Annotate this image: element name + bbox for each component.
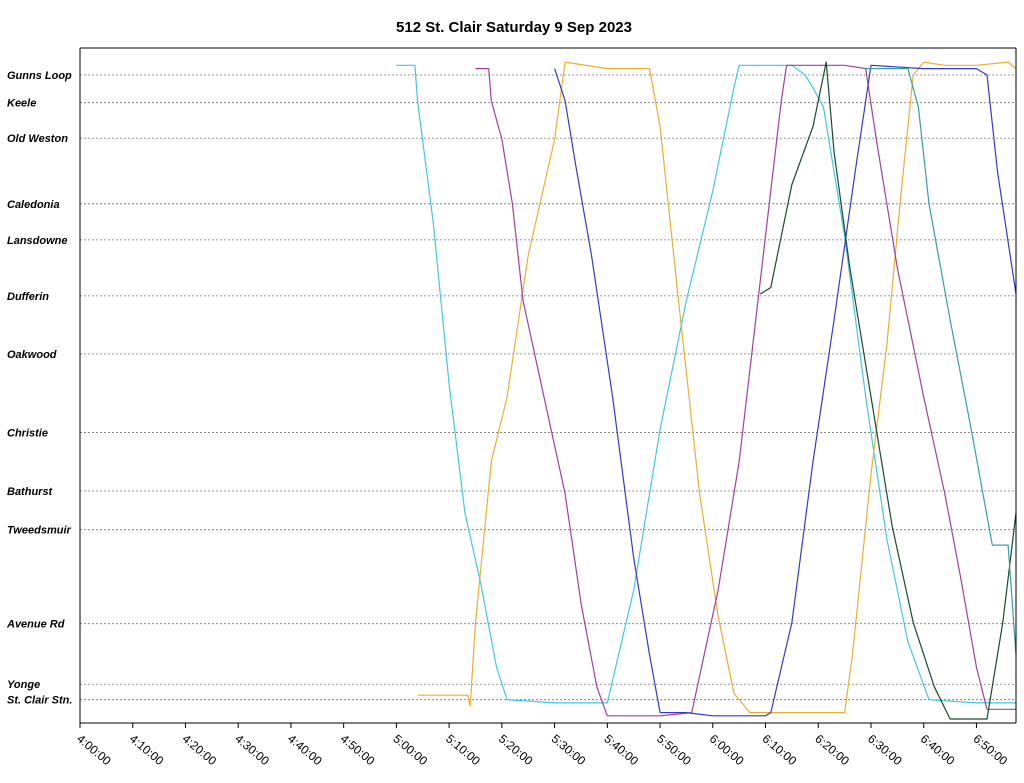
- x-axis-ticks: 4:00:00 4:10:00 4:20:00 4:30:00 4:40:00 4:50:…: [74, 723, 1010, 768]
- x-tick-label: 6:00:00: [707, 732, 747, 769]
- stop-label: Yonge: [7, 679, 40, 691]
- vehicle-trip-line: [865, 67, 1017, 655]
- stop-gridlines: [80, 74, 1016, 701]
- vehicle-trip-line: [554, 64, 1017, 717]
- x-tick-label: 4:40:00: [285, 732, 325, 769]
- stop-label: Old Weston: [7, 133, 68, 145]
- stop-label: Oakwood: [7, 349, 57, 361]
- x-tick-label: 6:50:00: [971, 732, 1011, 769]
- x-tick-label: 5:30:00: [549, 732, 589, 769]
- vehicle-trip-line: [417, 61, 1017, 714]
- stop-label: Gunns Loop: [7, 70, 72, 82]
- x-tick-label: 5:40:00: [601, 732, 641, 769]
- x-tick-label: 4:00:00: [74, 732, 114, 769]
- series-lines: [396, 61, 1017, 720]
- x-tick-label: 4:30:00: [232, 732, 272, 769]
- x-tick-label: 6:20:00: [812, 732, 852, 769]
- x-tick-label: 5:10:00: [443, 732, 483, 769]
- stop-label: Caledonia: [7, 199, 60, 211]
- vehicle-trip-line: [759, 61, 1017, 720]
- stop-label: Lansdowne: [7, 235, 68, 247]
- x-tick-label: 6:10:00: [760, 732, 800, 769]
- x-tick-label: 5:50:00: [654, 732, 694, 769]
- chart-title: 512 St. Clair Saturday 9 Sep 2023: [396, 19, 632, 36]
- x-tick-label: 6:40:00: [918, 732, 958, 769]
- stop-label: Avenue Rd: [6, 619, 65, 631]
- x-tick-label: 4:10:00: [127, 732, 167, 769]
- vehicle-trip-line: [475, 64, 1016, 717]
- x-tick-label: 5:00:00: [390, 732, 430, 769]
- x-tick-label: 4:50:00: [338, 732, 378, 769]
- stop-label: Keele: [7, 98, 36, 110]
- stop-label: Bathurst: [7, 486, 54, 498]
- x-tick-label: 6:30:00: [865, 732, 905, 769]
- x-tick-label: 4:20:00: [180, 732, 220, 769]
- stop-label: Tweedsmuir: [7, 525, 71, 537]
- vehicle-trip-line: [396, 64, 1016, 704]
- stop-label: Dufferin: [7, 291, 49, 303]
- stop-labels: Gunns Loop Keele Old Weston Caledonia Lansdo…: [6, 70, 72, 707]
- x-tick-label: 5:20:00: [496, 732, 536, 769]
- stop-label: St. Clair Stn.: [7, 695, 72, 707]
- stop-label: Christie: [7, 427, 48, 439]
